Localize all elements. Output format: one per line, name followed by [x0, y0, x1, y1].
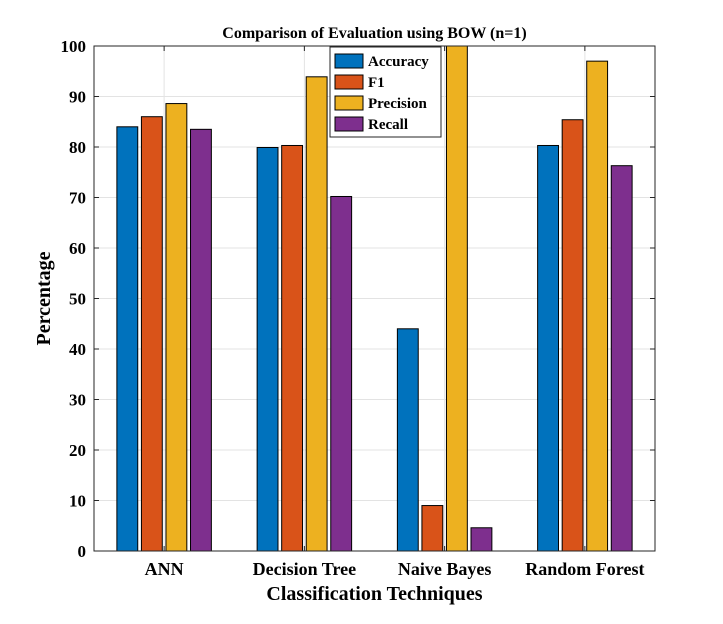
bar-f1-random-forest	[561, 119, 584, 552]
bar-precision-naive-bayes	[445, 45, 468, 552]
y-axis-label: Percentage	[33, 251, 55, 345]
y-tick-label: 50	[69, 290, 86, 309]
chart-title: Comparison of Evaluation using BOW (n=1)	[222, 25, 526, 42]
bar-accuracy-naive-bayes	[396, 328, 419, 552]
bars	[116, 45, 633, 552]
x-tick-label: ANN	[145, 559, 184, 579]
bar-accuracy-ann	[116, 126, 139, 552]
bar-precision-ann	[165, 103, 188, 552]
bar-recall-naive-bayes	[470, 527, 493, 552]
bar-recall-decision-tree	[330, 195, 353, 552]
x-axis-label: Classification Techniques	[266, 583, 482, 605]
bar-accuracy-random-forest	[537, 144, 559, 552]
y-tick-label: 70	[69, 189, 86, 208]
legend-swatch-precision	[334, 95, 364, 111]
legend-label-accuracy: Accuracy	[368, 54, 429, 70]
legend-swatch-f1	[334, 74, 364, 90]
bar-f1-naive-bayes	[421, 505, 444, 552]
legend-label-recall: Recall	[368, 117, 408, 133]
bar-accuracy-decision-tree	[256, 147, 279, 552]
y-tick-label: 40	[69, 340, 86, 359]
legend-label-f1: F1	[368, 75, 385, 91]
bar-precision-random-forest	[586, 60, 609, 552]
x-tick-label: Naive Bayes	[398, 559, 492, 579]
y-tick-label: 60	[69, 239, 86, 258]
y-tick-label: 10	[69, 492, 86, 511]
bar-f1-decision-tree	[281, 144, 304, 552]
bar-recall-random-forest	[610, 165, 633, 552]
bar-f1-ann	[140, 116, 163, 552]
x-tick-label: Decision Tree	[253, 559, 356, 579]
axis-ticks: 0 10 20 30 40 50 60 70 80 90 100 ANN Decision Tree Na…	[61, 37, 655, 579]
legend-swatch-accuracy	[334, 53, 364, 69]
legend-label-precision: Precision	[368, 96, 428, 112]
x-tick-label: Random Forest	[525, 559, 644, 579]
bar-precision-decision-tree	[305, 76, 328, 552]
y-tick-label: 100	[61, 37, 87, 56]
legend: Accuracy F1 Precision Recall	[329, 46, 442, 138]
legend-swatch-recall	[334, 116, 364, 132]
y-tick-label: 0	[78, 542, 87, 561]
y-tick-label: 90	[69, 88, 86, 107]
y-tick-label: 80	[69, 138, 86, 157]
y-tick-label: 30	[69, 391, 86, 410]
y-tick-label: 20	[69, 441, 86, 460]
bar-recall-ann	[190, 128, 212, 552]
